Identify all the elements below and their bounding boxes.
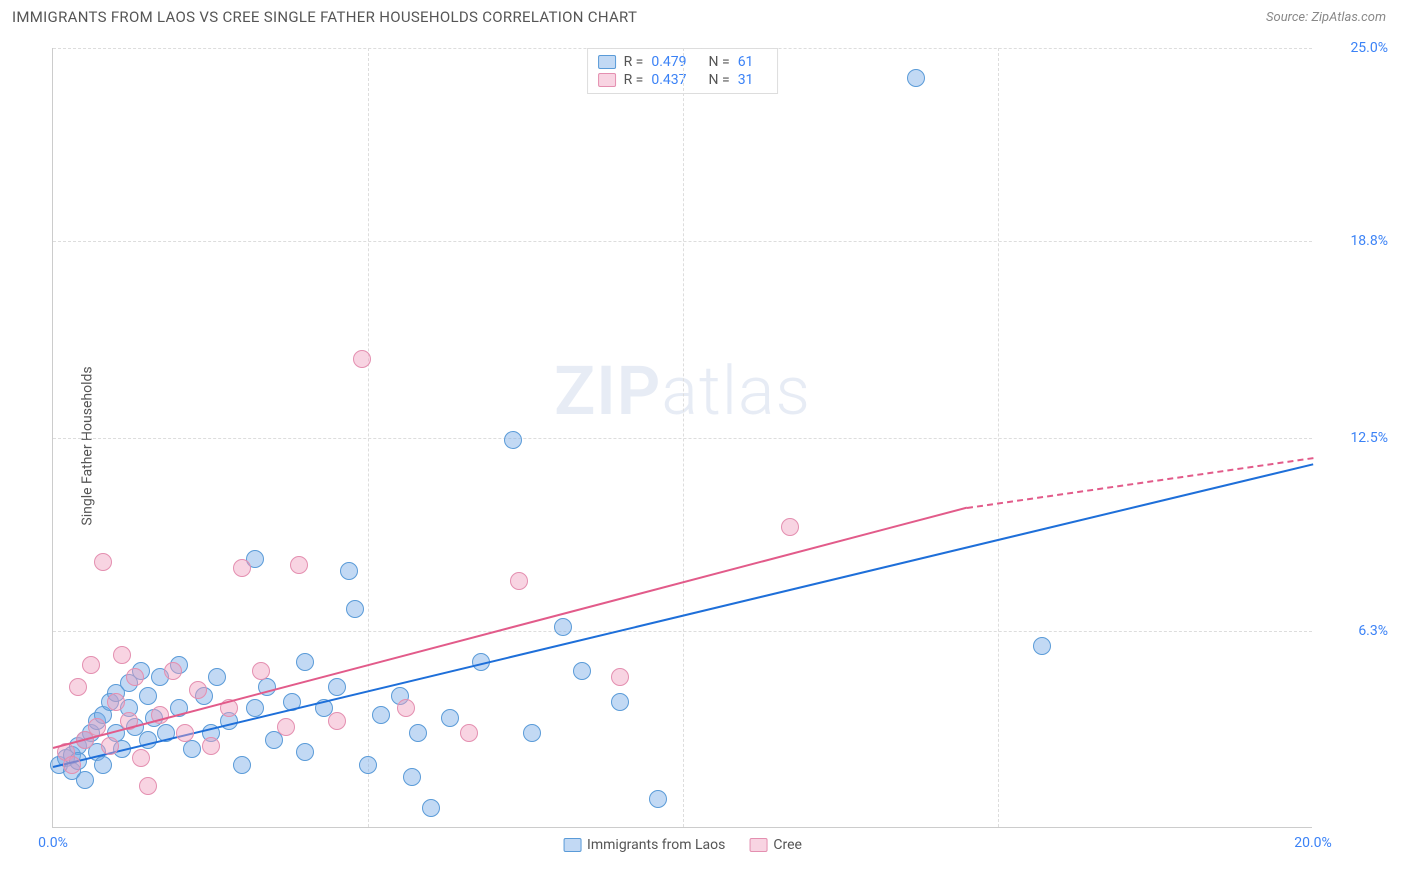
chart-title: IMMIGRANTS FROM LAOS VS CREE SINGLE FATH…	[12, 8, 637, 26]
swatch-laos	[598, 55, 616, 69]
data-point	[1033, 637, 1051, 655]
data-point	[252, 662, 270, 680]
data-point	[346, 600, 364, 618]
data-point	[246, 699, 264, 717]
y-tick-label: 25.0%	[1350, 40, 1388, 56]
data-point	[296, 653, 314, 671]
data-point	[63, 756, 81, 774]
x-tick-label: 0.0%	[38, 835, 68, 851]
data-point	[649, 790, 667, 808]
data-point	[510, 572, 528, 590]
data-point	[328, 712, 346, 730]
data-point	[422, 799, 440, 817]
data-point	[189, 681, 207, 699]
data-point	[611, 693, 629, 711]
data-point	[94, 756, 112, 774]
data-point	[233, 756, 251, 774]
data-point	[340, 562, 358, 580]
y-tick-label: 6.3%	[1358, 623, 1388, 639]
trend-line	[966, 457, 1313, 509]
data-point	[101, 737, 119, 755]
data-point	[126, 668, 144, 686]
swatch-cree	[749, 838, 767, 852]
gridline-v	[998, 48, 999, 827]
data-point	[359, 756, 377, 774]
data-point	[233, 559, 251, 577]
data-point	[611, 668, 629, 686]
chart-area: Single Father Households ZIPatlas R = 0.…	[0, 36, 1406, 856]
data-point	[409, 724, 427, 742]
data-point	[290, 556, 308, 574]
data-point	[139, 687, 157, 705]
gridline-v	[368, 48, 369, 827]
plot-region: ZIPatlas R = 0.479 N = 61 R = 0.437 N = …	[52, 48, 1312, 828]
data-point	[504, 431, 522, 449]
swatch-laos	[563, 838, 581, 852]
y-tick-label: 12.5%	[1350, 430, 1388, 446]
data-point	[781, 518, 799, 536]
data-point	[554, 618, 572, 636]
chart-header: IMMIGRANTS FROM LAOS VS CREE SINGLE FATH…	[0, 0, 1406, 30]
data-point	[523, 724, 541, 742]
data-point	[132, 749, 150, 767]
data-point	[353, 350, 371, 368]
data-point	[176, 724, 194, 742]
data-point	[139, 777, 157, 795]
data-point	[328, 678, 346, 696]
data-point	[164, 662, 182, 680]
data-point	[277, 718, 295, 736]
legend-item-cree: Cree	[749, 837, 802, 853]
swatch-cree	[598, 73, 616, 87]
data-point	[208, 668, 226, 686]
data-point	[69, 678, 87, 696]
data-point	[183, 740, 201, 758]
gridline-v	[683, 48, 684, 827]
data-point	[441, 709, 459, 727]
data-point	[460, 724, 478, 742]
data-point	[107, 693, 125, 711]
data-point	[296, 743, 314, 761]
data-point	[113, 646, 131, 664]
x-tick-label: 20.0%	[1294, 835, 1332, 851]
chart-source: Source: ZipAtlas.com	[1266, 10, 1386, 25]
legend-item-laos: Immigrants from Laos	[563, 837, 725, 853]
data-point	[403, 768, 421, 786]
data-point	[372, 706, 390, 724]
data-point	[573, 662, 591, 680]
data-point	[82, 656, 100, 674]
series-legend: Immigrants from Laos Cree	[563, 837, 802, 853]
trend-line	[53, 507, 967, 749]
data-point	[907, 69, 925, 87]
data-point	[94, 553, 112, 571]
data-point	[202, 737, 220, 755]
data-point	[76, 771, 94, 789]
data-point	[397, 699, 415, 717]
y-tick-label: 18.8%	[1350, 233, 1388, 249]
